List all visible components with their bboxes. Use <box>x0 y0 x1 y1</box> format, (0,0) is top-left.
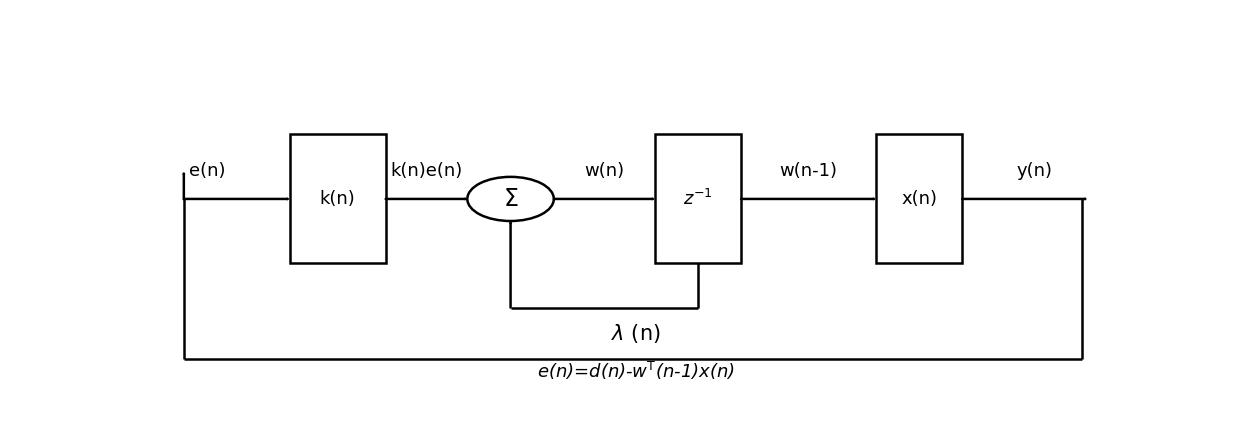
Text: $\lambda$ (n): $\lambda$ (n) <box>610 321 661 344</box>
Bar <box>290 135 386 263</box>
Bar <box>875 135 962 263</box>
Text: k(n)e(n): k(n)e(n) <box>391 162 463 180</box>
Text: k(n): k(n) <box>320 190 356 208</box>
Text: y(n): y(n) <box>1017 162 1053 180</box>
Text: x(n): x(n) <box>901 190 937 208</box>
Text: e(n)=d(n)-w$^\mathsf{T}$(n-1)x(n): e(n)=d(n)-w$^\mathsf{T}$(n-1)x(n) <box>537 360 734 382</box>
Text: $z^{-1}$: $z^{-1}$ <box>683 189 713 209</box>
Bar <box>655 135 742 263</box>
Text: $\Sigma$: $\Sigma$ <box>503 187 518 211</box>
Ellipse shape <box>467 177 554 221</box>
Text: w(n-1): w(n-1) <box>780 162 837 180</box>
Text: w(n): w(n) <box>584 162 624 180</box>
Text: e(n): e(n) <box>188 162 226 180</box>
